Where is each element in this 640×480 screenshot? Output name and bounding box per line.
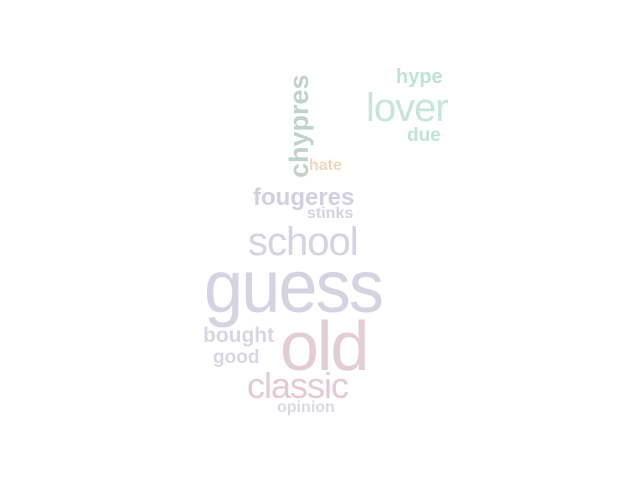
word-stinks: stinks [307,205,354,222]
word-hype: hype [396,66,443,88]
word-lover: lover [366,86,449,130]
word-good: good [213,347,260,368]
word-guess: guess [204,245,384,328]
word-hate: hate [309,157,342,174]
word-school: school [248,220,359,264]
word-opinion: opinion [277,399,335,416]
word-fougeres: fougeres [253,184,355,211]
word-classic: classic [247,365,349,406]
word-bought: bought [203,324,275,347]
word-chypres: chypres [284,74,314,178]
word-old: old [280,307,369,385]
word-due: due [407,125,441,146]
